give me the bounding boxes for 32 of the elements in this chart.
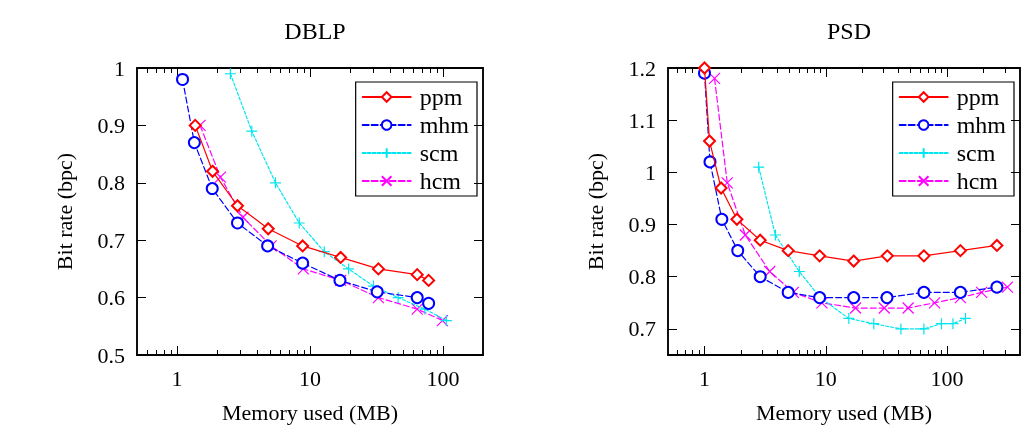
x-tick-label: 10 — [299, 365, 321, 391]
legend-label: hcm — [419, 168, 462, 194]
legend-label: scm — [956, 140, 996, 166]
y-tick-label: 0.8 — [628, 264, 656, 290]
y-tick-label: 0.7 — [628, 316, 656, 342]
chart-title: DBLP — [284, 18, 346, 44]
y-tick-label: 0.6 — [97, 285, 125, 311]
y-tick-label: 0.8 — [97, 170, 125, 196]
chart-title: PSD — [826, 18, 872, 44]
y-axis-title: Bit rate (bpc) — [51, 152, 77, 271]
legend-label: hcm — [956, 168, 999, 194]
y-tick-label: 1 — [114, 55, 125, 81]
y-tick-label: 0.9 — [628, 212, 656, 238]
x-tick-label: 100 — [426, 365, 460, 391]
legend-label: ppm — [956, 84, 1000, 110]
y-tick-label: 0.9 — [97, 112, 125, 138]
x-tick-label: 1 — [171, 365, 183, 391]
x-axis-title: Memory used (MB) — [222, 399, 398, 425]
y-tick-label: 1.2 — [628, 55, 656, 81]
y-axis-title: Bit rate (bpc) — [582, 152, 608, 271]
legend-label: mhm — [956, 112, 1007, 138]
y-tick-label: 0.7 — [97, 227, 125, 253]
x-axis-title: Memory used (MB) — [756, 399, 932, 425]
y-tick-label: 1 — [645, 159, 656, 185]
x-tick-label: 100 — [930, 365, 964, 391]
legend-label: mhm — [419, 112, 470, 138]
legend-label: ppm — [419, 84, 463, 110]
x-tick-label: 10 — [814, 365, 837, 391]
y-tick-label: 1.1 — [628, 107, 656, 133]
legend-label: scm — [419, 140, 459, 166]
y-tick-label: 0.5 — [97, 342, 125, 368]
x-tick-label: 1 — [699, 365, 710, 391]
